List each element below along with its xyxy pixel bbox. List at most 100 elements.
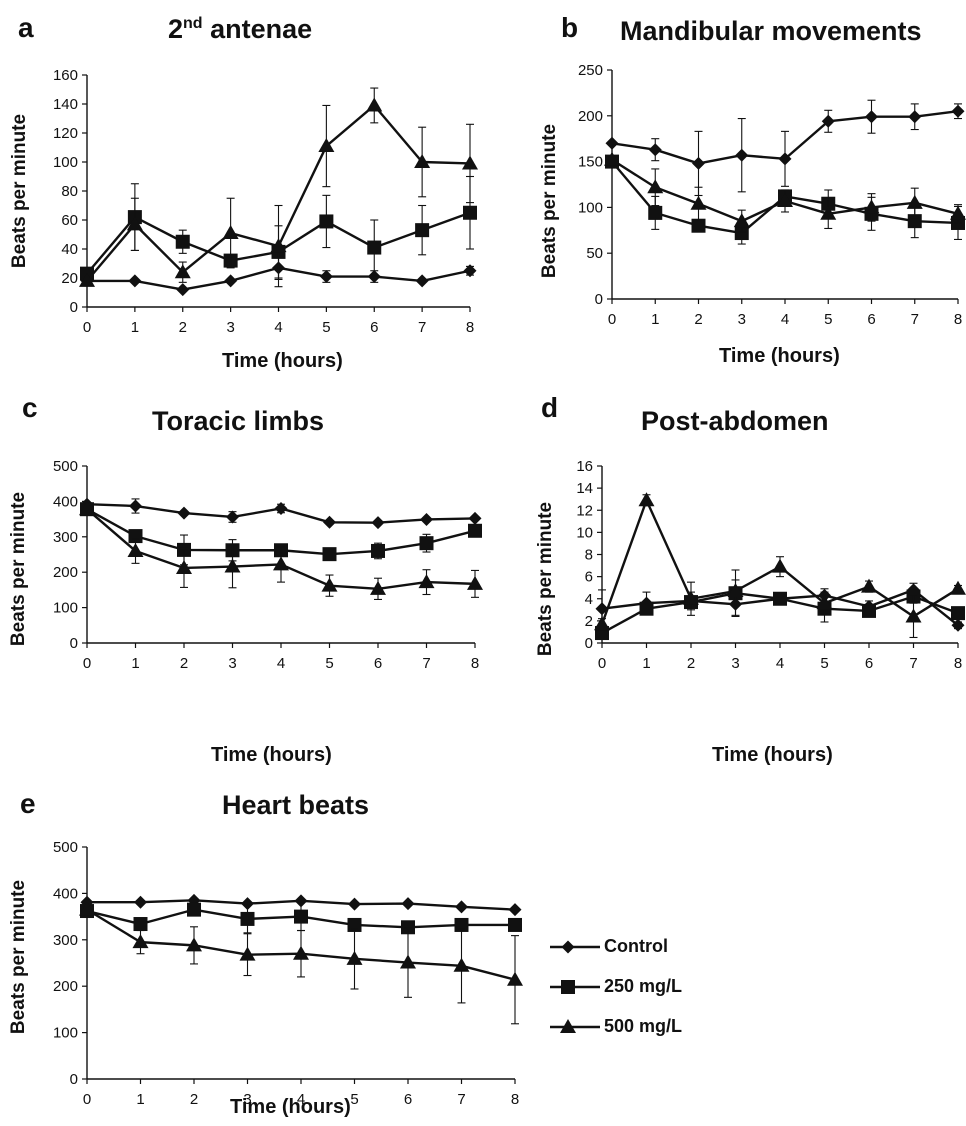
y-tick-label: 60 [61, 212, 78, 229]
point-diamond [371, 516, 385, 530]
point-square [319, 214, 334, 229]
point-square [322, 547, 337, 562]
point-diamond [134, 895, 147, 909]
x-tick-label: 1 [136, 1091, 144, 1108]
x-tick-label: 7 [909, 655, 917, 672]
y-tick-label: 200 [578, 108, 603, 125]
chart-title: Toracic limbs [152, 406, 325, 436]
y-tick-label: 100 [53, 600, 78, 617]
legend-label: 250 mg/L [604, 976, 683, 996]
y-tick-label: 200 [53, 564, 78, 581]
x-tick-label: 7 [418, 319, 426, 336]
x-tick-label: 3 [731, 655, 739, 672]
point-triangle [346, 950, 363, 965]
y-tick-label: 0 [70, 1071, 78, 1088]
x-tick-label: 1 [642, 655, 650, 672]
point-triangle [318, 138, 335, 153]
x-tick-label: 6 [370, 319, 378, 336]
y-tick-label: 200 [53, 978, 78, 995]
panel-letter: b [561, 12, 579, 43]
x-tick-label: 4 [776, 655, 784, 672]
point-diamond [367, 270, 381, 284]
x-tick-label: 0 [83, 655, 91, 672]
x-tick-label: 4 [781, 311, 789, 328]
x-tick-label: 5 [824, 311, 832, 328]
point-triangle [950, 205, 966, 220]
x-tick-label: 3 [226, 319, 234, 336]
point-square [133, 917, 148, 932]
point-triangle [370, 580, 386, 595]
point-triangle [861, 578, 877, 593]
point-diamond [319, 270, 333, 284]
chart-panel-d: d Post-abdomen 0 2 4 6 8 10 12 14 16 0 1 2 3 4 5 6 7 8 Be… [483, 390, 966, 780]
point-triangle [906, 194, 923, 209]
y-tick-label: 14 [576, 480, 593, 497]
panel-letter: d [541, 392, 559, 423]
x-tick-label: 6 [865, 655, 873, 672]
y-tick-label: 40 [61, 241, 78, 258]
point-triangle [950, 580, 966, 595]
point-square [862, 603, 876, 618]
point-triangle [79, 501, 95, 516]
y-tick-label: 100 [53, 154, 78, 171]
point-diamond [463, 264, 477, 278]
point-triangle [400, 954, 416, 969]
point-diamond [468, 511, 482, 525]
y-tick-label: 120 [53, 125, 78, 142]
x-tick-label: 5 [322, 319, 330, 336]
point-diamond [401, 897, 415, 911]
point-square [773, 591, 787, 606]
chart-title: 2nd antenae [168, 14, 313, 44]
x-tick-label: 5 [350, 1091, 358, 1108]
y-tick-label: 250 [578, 62, 603, 79]
point-triangle [733, 213, 750, 228]
y-tick-label: 2 [585, 613, 593, 630]
chart-title: Post-abdomen [641, 406, 829, 436]
x-tick-label: 4 [277, 655, 285, 672]
y-tick-label: 0 [70, 299, 78, 316]
point-triangle [176, 559, 192, 574]
x-tick-label: 3 [243, 1091, 251, 1108]
point-triangle [647, 179, 664, 194]
x-tick-label: 6 [374, 655, 382, 672]
chart-title: Mandibular movements [620, 16, 922, 46]
point-triangle [453, 957, 470, 972]
point-triangle [863, 199, 880, 214]
panel-letter: c [22, 392, 38, 423]
x-tick-label: 1 [651, 311, 659, 328]
point-triangle [270, 238, 287, 253]
point-square [175, 234, 190, 249]
point-square [419, 536, 434, 551]
point-triangle [273, 556, 289, 571]
point-square [240, 911, 255, 926]
point-triangle [186, 937, 202, 952]
y-tick-label: 16 [576, 458, 593, 475]
point-triangle [222, 225, 239, 240]
x-axis-label: Time (hours) [719, 345, 840, 367]
y-tick-label: 500 [53, 839, 78, 856]
x-tick-label: 8 [466, 319, 474, 336]
y-tick-label: 12 [576, 502, 593, 519]
point-diamond [241, 897, 254, 911]
x-tick-label: 5 [820, 655, 828, 672]
legend-marker-triangle [560, 1019, 576, 1033]
point-triangle [683, 590, 699, 605]
x-tick-label: 0 [608, 311, 616, 328]
plot-area: 0 20 40 60 80 100 120 140 160 0 1 2 3 4 5 6 7 8 [53, 67, 478, 336]
x-tick-label: 2 [687, 655, 695, 672]
x-tick-label: 2 [190, 1091, 198, 1108]
point-triangle [366, 97, 383, 112]
legend-marker-diamond [561, 940, 575, 954]
y-tick-label: 0 [595, 291, 603, 308]
x-tick-label: 0 [83, 1091, 91, 1108]
chart-panel-b: b Mandibular movements 0 50 100 150 200 250 0 1… [483, 0, 966, 390]
x-tick-label: 4 [274, 319, 282, 336]
x-tick-label: 8 [954, 311, 962, 328]
y-tick-label: 4 [585, 591, 593, 608]
x-axis-label: Time (hours) [712, 744, 833, 766]
point-triangle [418, 574, 435, 589]
chart-panel-a: a 2nd antenae 0 20 40 60 80 100 120 140 160 0 1 2 3 4… [0, 0, 483, 390]
point-triangle [293, 945, 309, 960]
point-diamond [274, 501, 288, 515]
legend-swatch-250 [550, 980, 600, 994]
